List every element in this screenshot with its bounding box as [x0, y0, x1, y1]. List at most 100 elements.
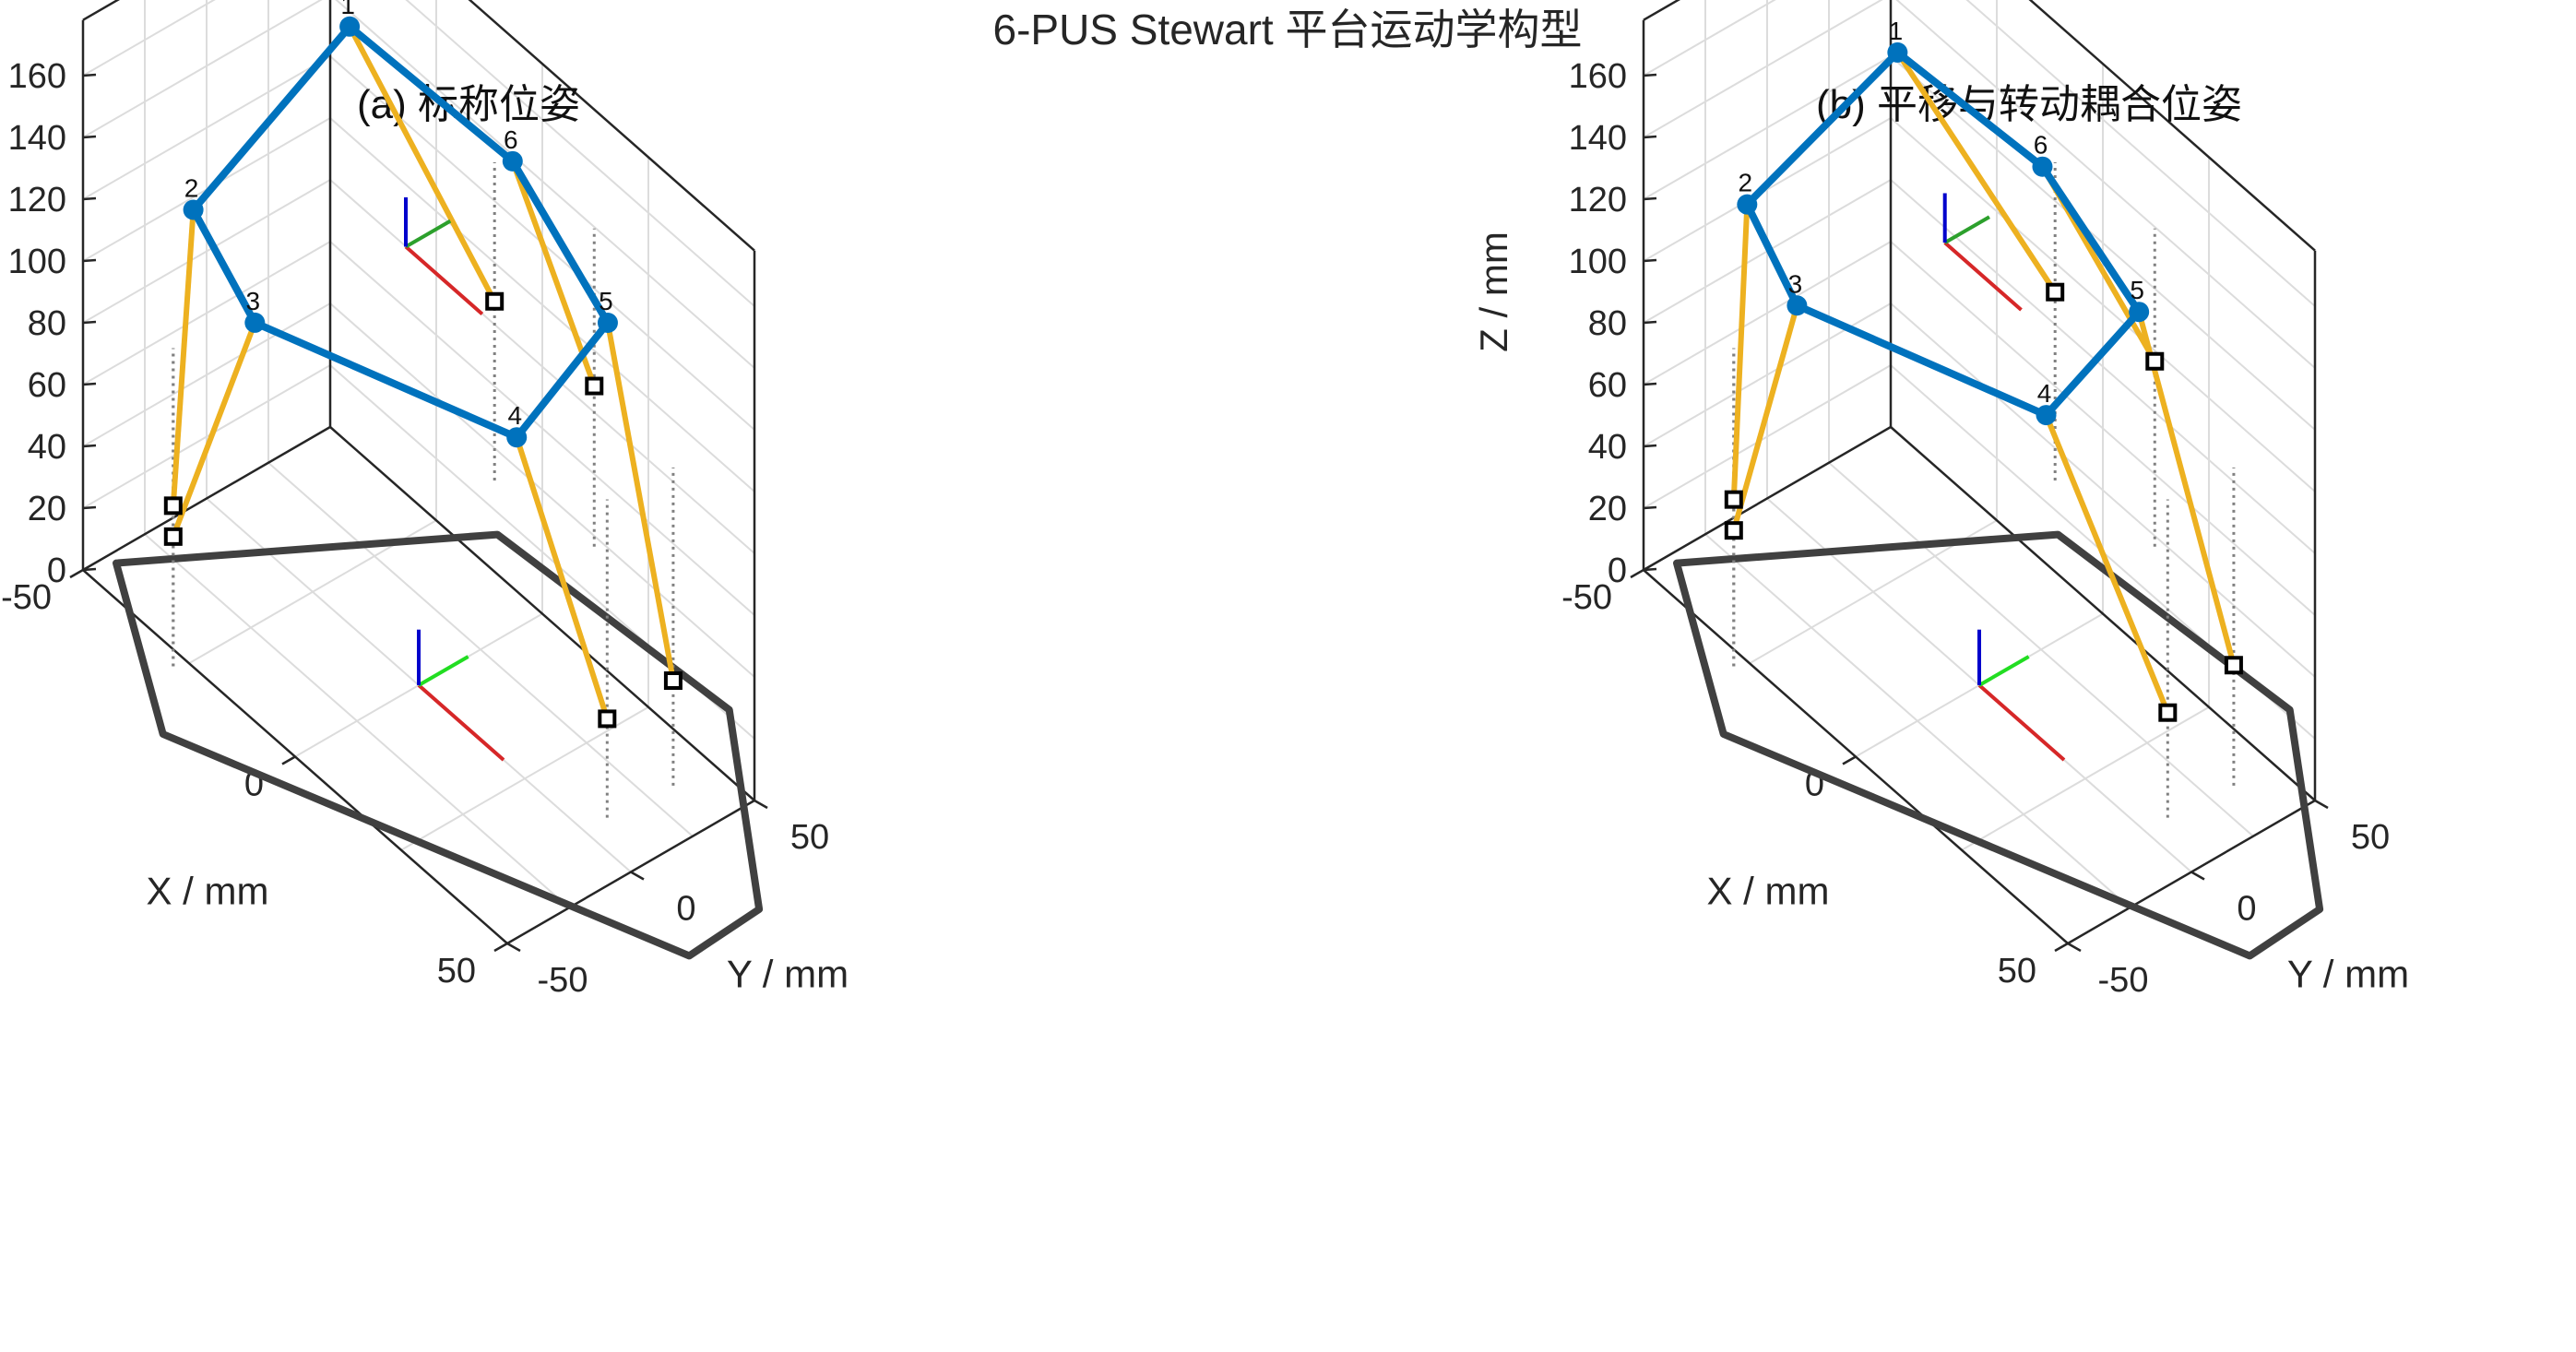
rails: [1732, 162, 2236, 818]
z-tick-mark: [1643, 196, 1657, 201]
base-frame-x-axis: [417, 683, 505, 762]
platform-joint-label: 1: [340, 0, 355, 19]
platform-joint-marker: [1737, 194, 1758, 215]
sliders: [163, 291, 683, 729]
platform-joint-marker: [1887, 42, 1908, 63]
z-tick-label: 100: [8, 243, 66, 281]
moving-platform: 1 2 3 4 5 6: [1737, 17, 2150, 426]
subplot-title: (a) 标称位姿: [357, 82, 580, 127]
z-tick-label: 160: [1569, 57, 1627, 96]
z-tick-label: 20: [28, 490, 66, 528]
x-tick-label: 50: [1998, 952, 2036, 990]
x-tick-mark: [2054, 942, 2069, 953]
leg-rod: [1894, 51, 2058, 294]
axis-box-edge: [2028, 0, 2316, 252]
base-frame-y-axis: [417, 655, 469, 687]
leg-rod: [170, 321, 258, 538]
x-axis-label: X / mm: [1707, 870, 1830, 913]
z-tick-label: 140: [1569, 119, 1627, 158]
z-tick-label: 140: [8, 119, 66, 158]
z-tick-label: 120: [8, 181, 66, 219]
leg-rod: [2136, 311, 2237, 667]
y-tick-label: -50: [538, 961, 588, 1000]
figure-title: 6-PUS Stewart 平台运动学构型: [993, 6, 1583, 53]
x-tick-mark: [281, 755, 296, 765]
axis-box-edge: [1643, 425, 1892, 572]
x-tick-mark: [1842, 755, 1857, 765]
platform-joint-label: 2: [184, 174, 199, 203]
leg-rod: [2043, 413, 2171, 714]
y-tick-mark: [754, 799, 768, 810]
leg-rod: [170, 209, 196, 506]
z-tick-label: 160: [8, 57, 66, 96]
legs: [170, 25, 676, 720]
grid-line-z: [82, 0, 755, 369]
z-tick-label: 60: [1588, 366, 1627, 405]
z-tick-mark: [82, 444, 97, 448]
platform-joint-label: 3: [1788, 269, 1803, 298]
z-tick-mark: [82, 382, 97, 386]
z-tick-mark: [82, 567, 97, 572]
leg-rod: [509, 160, 598, 387]
base-frame-y-axis: [1977, 655, 2030, 687]
z-tick-mark: [82, 196, 97, 201]
z-tick-label: 40: [28, 428, 66, 467]
x-tick-label: 50: [437, 952, 476, 990]
sliders: [1724, 282, 2243, 722]
z-tick-mark: [1643, 258, 1657, 263]
grid-line-z: [82, 0, 755, 307]
x-axis-label: X / mm: [147, 870, 269, 913]
y-tick-label: 50: [2351, 818, 2390, 857]
grid-line-x-floor: [400, 706, 649, 851]
z-tick-label: 40: [1588, 428, 1627, 467]
z-tick-mark: [1643, 567, 1657, 572]
platform-frame-x-axis: [404, 245, 484, 315]
platform-joint-marker: [183, 199, 204, 220]
z-tick-label: 120: [1569, 181, 1627, 219]
axis-box-edge: [82, 425, 331, 572]
y-tick-label: 0: [676, 890, 695, 929]
base-hexagon: [1673, 530, 2324, 960]
y-tick-mark: [2190, 871, 2205, 881]
axis-box-edge: [329, 426, 755, 801]
axis-box-edge: [468, 0, 755, 252]
z-tick-mark: [82, 73, 97, 77]
platform-joint-marker: [2129, 302, 2150, 323]
z-tick-label: 80: [28, 304, 66, 343]
z-tick-label: 0: [1608, 551, 1627, 590]
y-tick-mark: [506, 942, 521, 953]
leg-rod: [1730, 304, 1800, 531]
platform-joint-marker: [339, 16, 361, 37]
slider-marker: [1724, 521, 1743, 540]
slider-marker: [2046, 282, 2065, 302]
y-tick-mark: [2314, 799, 2329, 810]
platform-frame-y-axis: [405, 219, 452, 249]
platform-joint-marker: [1787, 295, 1808, 316]
z-tick-label: 60: [28, 366, 66, 405]
slider-marker: [163, 527, 183, 546]
z-tick-label: 0: [47, 551, 66, 590]
platform-joint-label: 1: [1889, 17, 1904, 45]
grid-line-z: [1643, 0, 2316, 307]
platform-joint-label: 4: [507, 401, 522, 430]
grid-line-z: [1643, 0, 2316, 369]
x-tick-label: -50: [1561, 578, 1612, 617]
slider-marker: [485, 291, 505, 311]
platform-frame-x-axis: [1943, 241, 2023, 312]
base-hexagon-outline: [1673, 530, 2324, 960]
x-tick-label: -50: [1, 578, 52, 617]
z-tick-mark: [1643, 505, 1657, 510]
z-tick-mark: [82, 505, 97, 510]
base-hexagon-outline: [113, 530, 764, 960]
platform-joint-label: 3: [246, 287, 261, 315]
platform-joint-marker: [2032, 156, 2053, 177]
platform-joint-label: 6: [2034, 131, 2048, 160]
z-tick-mark: [82, 135, 97, 139]
platform-joint-label: 5: [2130, 276, 2144, 304]
platform-frame-y-axis: [1943, 215, 1990, 244]
slider-marker: [2158, 703, 2178, 722]
y-axis-label: Y / mm: [2287, 953, 2409, 996]
